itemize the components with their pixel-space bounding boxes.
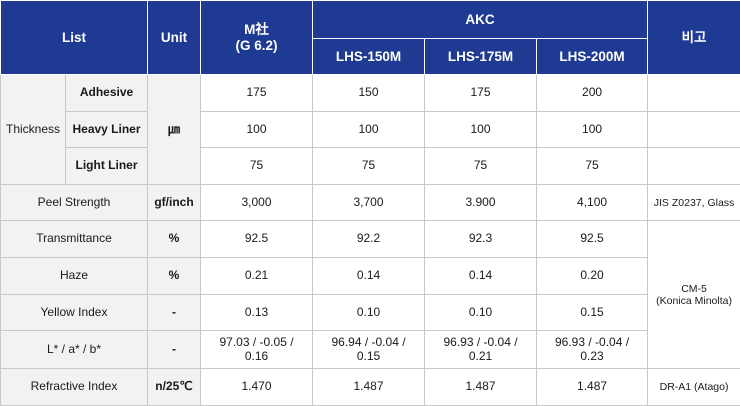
table-row: Refractive Index n/25℃ 1.470 1.487 1.487… <box>0 368 740 406</box>
row-label-refractive-index: Refractive Index <box>0 368 149 406</box>
row-unit: gf/inch <box>147 183 202 222</box>
table-row: Yellow Index - 0.13 0.10 0.10 0.15 <box>0 293 740 332</box>
table-cell: 100 <box>200 110 314 149</box>
row-remark <box>647 110 740 149</box>
table-cell: 3,700 <box>312 183 426 222</box>
header-remark: 비고 <box>647 0 740 76</box>
table-cell: 1.470 <box>200 368 314 406</box>
table-cell: 75 <box>200 147 314 185</box>
remark-instrument: CM-5 <box>681 282 707 295</box>
table-cell: 0.14 <box>312 257 426 295</box>
table-cell: 1.487 <box>312 368 426 406</box>
table-cell: 92.5 <box>200 220 314 259</box>
table-cell: 96.93 / -0.04 / 0.21 <box>424 330 538 370</box>
table-cell: 100 <box>536 110 649 149</box>
table-cell: 1.487 <box>536 368 649 406</box>
table-cell: 0.15 <box>536 293 649 332</box>
header-akc: AKC <box>312 0 649 40</box>
remark-maker: (Konica Minolta) <box>656 294 732 307</box>
row-unit: % <box>147 257 202 295</box>
table-cell: 97.03 / -0.05 / 0.16 <box>200 330 314 370</box>
table-cell: 4,100 <box>536 183 649 222</box>
table-row: Thickness Adhesive ㎛ 175 150 175 200 <box>0 74 740 185</box>
header-unit: Unit <box>147 0 202 76</box>
lab-values-line: 96.93 / -0.04 / <box>443 335 518 349</box>
table-cell: 1.487 <box>424 368 538 406</box>
row-label-thickness: Thickness <box>0 74 66 185</box>
header-product: LHS-200M <box>536 38 649 76</box>
table-cell: 0.21 <box>200 257 314 295</box>
row-sublabel: Light Liner <box>64 147 149 185</box>
row-remark <box>647 147 740 185</box>
table-row: Light Liner 75 75 75 75 <box>1 147 740 185</box>
row-label-lab: L* / a* / b* <box>0 330 149 370</box>
table-cell: 92.3 <box>424 220 538 259</box>
row-remark: DR-A1 (Atago) <box>647 368 740 406</box>
row-unit: ㎛ <box>147 74 202 185</box>
table-cell: 200 <box>536 74 649 112</box>
header-list: List <box>0 0 149 76</box>
table-cell: 175 <box>200 74 314 112</box>
header-row-1: List Unit M社 (G 6.2) AKC 비고 <box>0 0 740 76</box>
table-cell: 75 <box>312 147 426 185</box>
table-cell: 3,000 <box>200 183 314 222</box>
header-product: LHS-175M <box>424 38 538 76</box>
lab-values-line: 0.15 <box>356 348 381 363</box>
table-cell: 100 <box>312 110 426 149</box>
table-cell: 100 <box>424 110 538 149</box>
row-unit: n/25℃ <box>147 368 202 406</box>
m-company-name: M社 <box>244 22 269 37</box>
table-cell: 96.93 / -0.04 / 0.23 <box>536 330 649 370</box>
row-unit: - <box>147 330 202 370</box>
table-cell: 3.900 <box>424 183 538 222</box>
row-label-yellow-index: Yellow Index <box>0 293 149 332</box>
lab-values-line: 96.93 / -0.04 / <box>555 335 630 349</box>
row-sublabel: Heavy Liner <box>64 110 149 149</box>
header-product: LHS-150M <box>312 38 426 76</box>
table-cell: 92.2 <box>312 220 426 259</box>
header-m-company: M社 (G 6.2) <box>200 0 314 76</box>
table-cell: 0.13 <box>200 293 314 332</box>
table-cell: 75 <box>536 147 649 185</box>
table-row: L* / a* / b* - 97.03 / -0.05 / 0.16 96.9… <box>0 330 740 370</box>
row-label-haze: Haze <box>0 257 149 295</box>
table-cell: 0.10 <box>424 293 538 332</box>
row-remark <box>647 74 740 112</box>
table-cell: 75 <box>424 147 538 185</box>
table-row: Haze % 0.21 0.14 0.14 0.20 <box>0 257 740 295</box>
row-unit: - <box>147 293 202 332</box>
row-sublabel: Adhesive <box>64 74 149 112</box>
lab-values-line: 0.21 <box>468 348 493 363</box>
row-unit: % <box>147 220 202 259</box>
table-row: Transmittance % 92.5 92.2 92.3 92.5 CM-5… <box>0 220 740 370</box>
header-row-2: LHS-150M LHS-175M LHS-200M <box>1 38 740 76</box>
lab-values-line: 96.94 / -0.04 / <box>331 335 406 349</box>
table-row: Heavy Liner 100 100 100 100 <box>1 110 740 149</box>
table-row: Peel Strength gf/inch 3,000 3,700 3.900 … <box>0 183 740 222</box>
table-cell: 175 <box>424 74 538 112</box>
row-label-peel-strength: Peel Strength <box>0 183 149 222</box>
lab-values-line: 0.23 <box>580 348 604 363</box>
row-label-transmittance: Transmittance <box>0 220 149 259</box>
table-cell: 92.5 <box>536 220 649 259</box>
row-remark-cm5: CM-5 (Konica Minolta) <box>647 220 740 370</box>
table-cell: 96.94 / -0.04 / 0.15 <box>312 330 426 370</box>
table-cell: 0.14 <box>424 257 538 295</box>
table-cell: 0.20 <box>536 257 649 295</box>
table-cell: 150 <box>312 74 426 112</box>
lab-values-line: 97.03 / -0.05 / <box>219 335 294 349</box>
table-cell: 0.10 <box>312 293 426 332</box>
m-company-grade: (G 6.2) <box>235 37 278 53</box>
lab-values-line: 0.16 <box>244 348 269 363</box>
row-remark: JIS Z0237, Glass <box>647 183 740 222</box>
